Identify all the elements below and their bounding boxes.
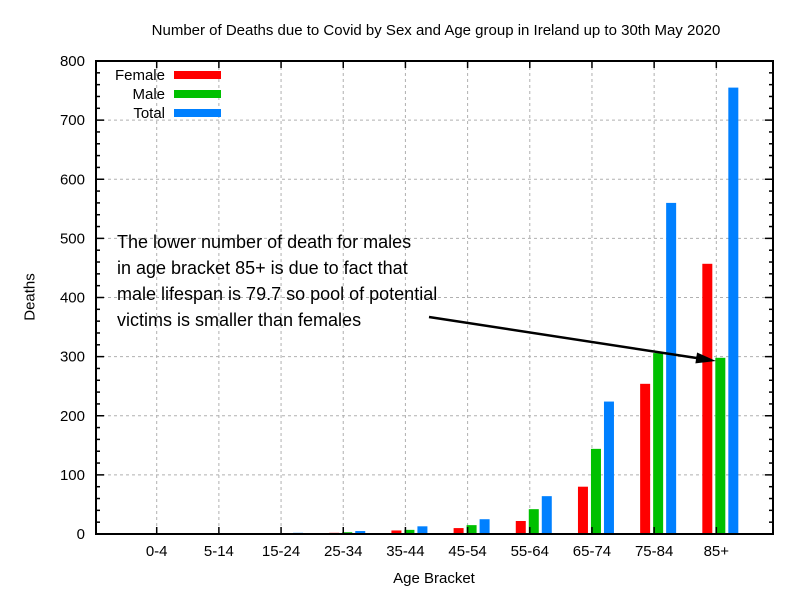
y-tick-label: 700 bbox=[60, 112, 85, 129]
y-tick-label: 100 bbox=[60, 467, 85, 484]
y-tick-label: 800 bbox=[60, 53, 85, 70]
y-tick-label: 0 bbox=[77, 526, 85, 543]
bar-male-65-74 bbox=[590, 448, 601, 534]
bar-total-75-84 bbox=[666, 202, 677, 534]
legend-swatch-male bbox=[174, 90, 221, 98]
bar-male-45-54 bbox=[466, 525, 477, 534]
x-tick-label: 55-64 bbox=[511, 543, 549, 560]
legend-swatch-total bbox=[174, 109, 221, 117]
annotation-line: The lower number of death for males bbox=[117, 232, 412, 252]
bar-total-65-74 bbox=[603, 401, 614, 534]
bar-total-25-34 bbox=[355, 531, 366, 534]
annotation-text: The lower number of death for males in a… bbox=[117, 229, 437, 333]
legend-label-female: Female bbox=[115, 67, 165, 84]
bar-total-55-64 bbox=[541, 496, 552, 534]
y-tick-label: 500 bbox=[60, 230, 85, 247]
legend-label-male: Male bbox=[132, 86, 165, 103]
bar-female-55-64 bbox=[515, 520, 526, 534]
x-tick-label: 75-84 bbox=[635, 543, 673, 560]
bar-male-55-64 bbox=[528, 509, 539, 534]
x-tick-label: 85+ bbox=[704, 543, 730, 560]
bar-male-35-44 bbox=[404, 529, 415, 534]
annotation-line: male lifespan is 79.7 so pool of potenti… bbox=[117, 284, 438, 304]
legend-swatch-female bbox=[174, 71, 221, 79]
bar-male-85+ bbox=[715, 357, 726, 534]
bar-female-35-44 bbox=[391, 530, 402, 534]
y-tick-label: 600 bbox=[60, 171, 85, 188]
x-tick-label: 0-4 bbox=[146, 543, 168, 560]
bar-female-75-84 bbox=[640, 383, 651, 534]
x-tick-label: 5-14 bbox=[204, 543, 234, 560]
y-tick-label: 200 bbox=[60, 408, 85, 425]
y-tick-label: 400 bbox=[60, 290, 85, 307]
chart-title: Number of Deaths due to Covid by Sex and… bbox=[151, 22, 721, 39]
bar-total-45-54 bbox=[479, 519, 490, 534]
annotation-line: in age bracket 85+ is due to fact that bbox=[117, 258, 408, 278]
x-tick-label: 65-74 bbox=[573, 543, 611, 560]
x-tick-label: 35-44 bbox=[386, 543, 424, 560]
x-axis-title: Age Bracket bbox=[393, 570, 475, 587]
x-tick-label: 25-34 bbox=[324, 543, 362, 560]
annotation-line: victims is smaller than females bbox=[117, 310, 362, 330]
bar-male-75-84 bbox=[653, 353, 664, 534]
annotation-arrow-line bbox=[428, 315, 699, 360]
x-tick-label: 45-54 bbox=[448, 543, 486, 560]
bar-female-85+ bbox=[702, 263, 713, 534]
bar-female-65-74 bbox=[577, 486, 588, 534]
legend-label-total: Total bbox=[133, 105, 165, 122]
y-axis-title: Deaths bbox=[21, 273, 39, 321]
annotation-arrow-head bbox=[695, 352, 716, 364]
bar-total-85+ bbox=[728, 87, 739, 534]
bar-female-45-54 bbox=[453, 528, 464, 534]
y-tick-label: 300 bbox=[60, 349, 85, 366]
bar-total-35-44 bbox=[417, 526, 428, 534]
x-tick-label: 15-24 bbox=[262, 543, 300, 560]
